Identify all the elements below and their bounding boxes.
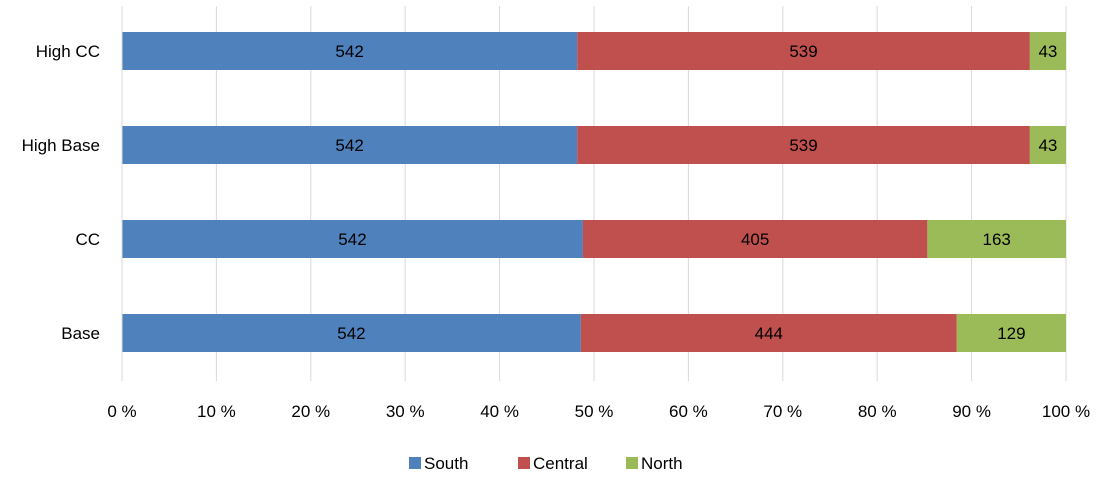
data-label: 542 <box>337 324 365 343</box>
bar-segment-south <box>122 126 578 164</box>
bar-segment-central <box>582 220 928 258</box>
data-label: 444 <box>755 324 783 343</box>
bar-segment-south <box>122 220 583 258</box>
legend-label-north: North <box>641 454 683 473</box>
x-tick-label: 90 % <box>952 402 991 421</box>
data-label: 539 <box>789 42 817 61</box>
x-tick-label: 70 % <box>763 402 802 421</box>
bar-segment-north <box>1029 32 1066 70</box>
legend-swatch-central <box>518 457 530 469</box>
bar-segment-central <box>580 314 957 352</box>
bars <box>122 32 1066 352</box>
data-label: 542 <box>335 42 363 61</box>
x-tick-label: 0 % <box>107 402 136 421</box>
data-label: 43 <box>1038 42 1057 61</box>
legend-swatch-north <box>626 457 638 469</box>
bar-segment-south <box>122 32 578 70</box>
bar-segment-central <box>577 126 1030 164</box>
data-label: 405 <box>741 230 769 249</box>
bar-segment-north <box>927 220 1066 258</box>
data-label: 539 <box>789 136 817 155</box>
legend-label-central: Central <box>533 454 588 473</box>
data-labels: 542 539 43 542 539 43 542 405 163 542 444 129 <box>335 42 1057 343</box>
data-label: 43 <box>1038 136 1057 155</box>
bar-segment-south <box>122 314 581 352</box>
data-label: 542 <box>338 230 366 249</box>
y-category-label: High Base <box>22 136 100 155</box>
bar-segment-central <box>577 32 1030 70</box>
x-tick-label: 30 % <box>386 402 425 421</box>
axes: 0 % 10 % 20 % 30 % 40 % 50 % 60 % 70 % 80 % 90 % 1… <box>22 6 1090 421</box>
y-category-label: High CC <box>36 42 100 61</box>
x-tick-label: 10 % <box>197 402 236 421</box>
y-category-label: Base <box>61 324 100 343</box>
x-tick-label: 50 % <box>575 402 614 421</box>
legend: South Central North <box>409 454 683 473</box>
data-label: 542 <box>335 136 363 155</box>
x-tick-label: 100 % <box>1042 402 1090 421</box>
data-label: 163 <box>983 230 1011 249</box>
x-tick-label: 20 % <box>291 402 330 421</box>
legend-swatch-south <box>409 457 421 469</box>
x-tick-label: 40 % <box>480 402 519 421</box>
y-category-label: CC <box>75 230 100 249</box>
x-tick-label: 80 % <box>858 402 897 421</box>
legend-label-south: South <box>424 454 468 473</box>
data-label: 129 <box>997 324 1025 343</box>
bar-segment-north <box>956 314 1066 352</box>
x-tick-label: 60 % <box>669 402 708 421</box>
bar-segment-north <box>1029 126 1066 164</box>
